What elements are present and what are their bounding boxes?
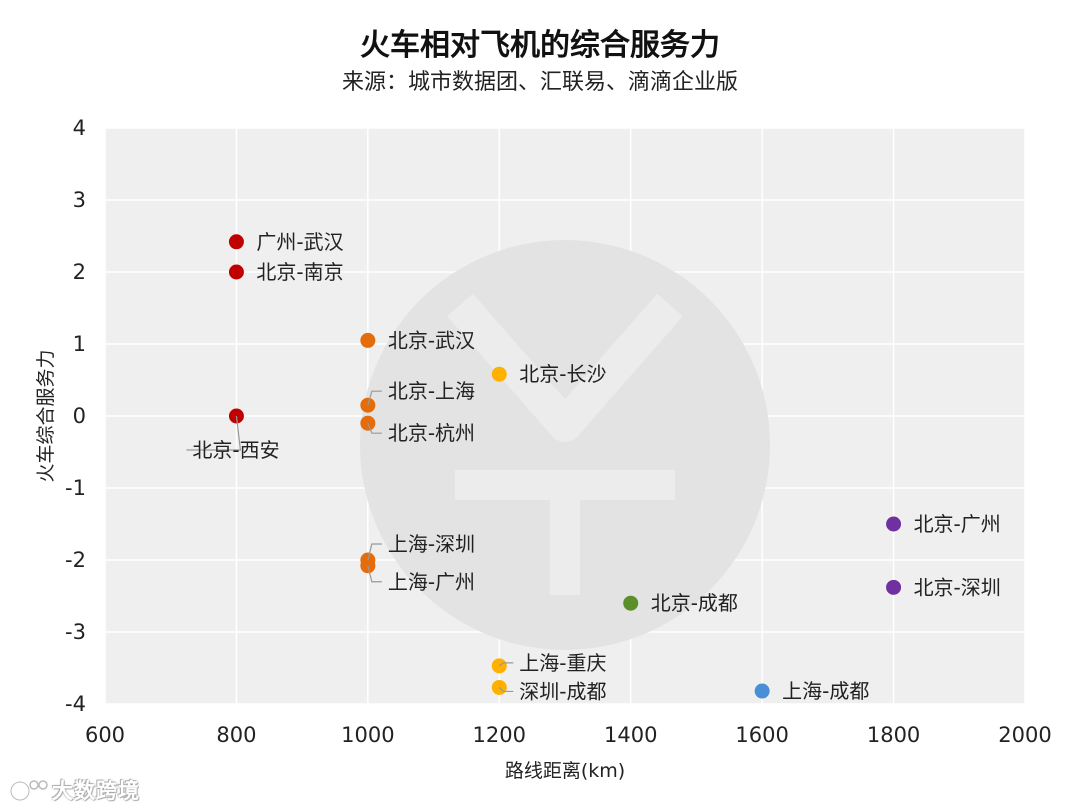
data-point <box>754 683 770 699</box>
y-tick-label: -1 <box>65 476 86 500</box>
y-tick-label: 2 <box>73 260 86 284</box>
x-tick-label: 1800 <box>867 723 920 747</box>
chart-title: 火车相对飞机的综合服务力 <box>360 28 720 63</box>
logo-stroke <box>447 293 683 442</box>
data-label: 深圳-成都 <box>519 679 606 703</box>
label-leader-line <box>367 565 382 583</box>
y-tick-label: 3 <box>73 188 86 212</box>
chart-subtitle: 来源：城市数据团、汇联易、滴滴企业版 <box>341 70 738 95</box>
y-tick-label: -4 <box>65 692 86 716</box>
data-label: 北京-深圳 <box>914 575 1001 599</box>
logo-stroke <box>455 470 675 595</box>
data-label: 北京-武汉 <box>388 328 475 352</box>
data-label: 北京-成都 <box>651 591 738 615</box>
data-label: 上海-广州 <box>388 570 475 594</box>
data-label: 北京-长沙 <box>519 362 606 386</box>
data-label: 北京-广州 <box>914 512 1001 536</box>
x-tick-label: 2000 <box>998 723 1051 747</box>
logo-disc <box>360 240 770 650</box>
data-point <box>491 366 507 382</box>
label-leader-line <box>367 422 382 434</box>
data-point <box>623 595 639 611</box>
x-tick-label: 1000 <box>341 723 394 747</box>
data-label: 上海-成都 <box>782 679 869 703</box>
data-label: 上海-重庆 <box>519 651 606 675</box>
brand-logo-icon <box>9 780 48 802</box>
data-label: 广州-武汉 <box>256 230 343 254</box>
label-leader-line <box>186 415 242 451</box>
x-tick-label: 1600 <box>735 723 788 747</box>
y-axis-title: 火车综合服务力 <box>35 349 57 482</box>
brand-text: 大数跨境 <box>52 779 140 803</box>
data-point <box>228 234 244 250</box>
data-point <box>886 579 902 595</box>
label-leader-line <box>367 543 382 561</box>
x-tick-label: 1400 <box>604 723 657 747</box>
label-leader-line <box>498 662 514 667</box>
y-tick-label: -2 <box>65 548 86 572</box>
x-tick-label: 800 <box>216 723 256 747</box>
data-label: 北京-南京 <box>256 260 343 284</box>
y-tick-label: -3 <box>65 620 86 644</box>
x-axis-title: 路线距离(km) <box>505 760 625 782</box>
data-label: 北京-上海 <box>388 379 475 403</box>
x-tick-label: 1200 <box>473 723 526 747</box>
data-label: 上海-深圳 <box>388 532 475 556</box>
data-label: 北京-西安 <box>192 438 279 462</box>
data-point <box>360 332 376 348</box>
background-logo-watermark <box>360 240 770 650</box>
label-leader-line <box>498 687 514 693</box>
data-point <box>228 264 244 280</box>
y-tick-label: 1 <box>73 332 86 356</box>
label-leader-line <box>367 390 382 406</box>
y-tick-label: 0 <box>73 404 86 428</box>
x-tick-label: 600 <box>85 723 125 747</box>
data-label: 北京-杭州 <box>388 421 475 445</box>
brand-watermark: 大数跨境 <box>8 776 140 804</box>
data-point <box>886 516 902 532</box>
y-tick-label: 4 <box>73 116 86 140</box>
